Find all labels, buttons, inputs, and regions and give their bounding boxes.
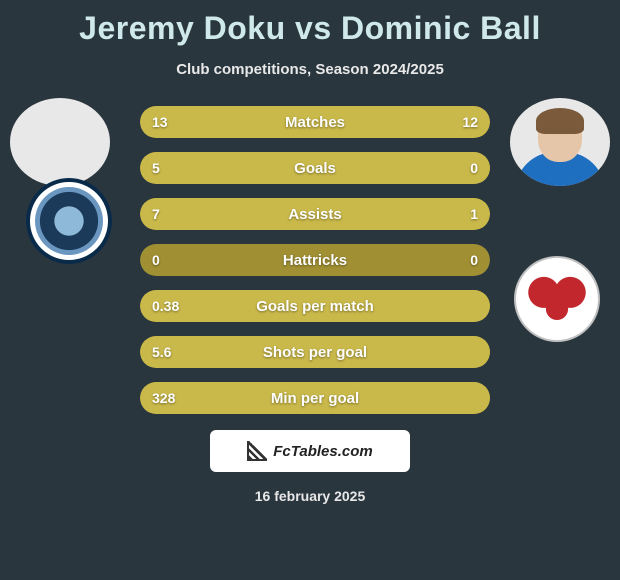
player-photo-left (10, 98, 110, 186)
stat-bar: 50Goals (140, 152, 490, 184)
stat-bar: 71Assists (140, 198, 490, 230)
stat-label: Matches (140, 106, 490, 138)
stat-bar: 1312Matches (140, 106, 490, 138)
stat-bar: 0.38Goals per match (140, 290, 490, 322)
player-photo-right (510, 98, 610, 186)
page-title: Jeremy Doku vs Dominic Ball (0, 0, 620, 47)
footer-brand-badge: FcTables.com (210, 430, 410, 472)
club-badge-right (514, 256, 600, 342)
stat-bar: 5.6Shots per goal (140, 336, 490, 368)
stat-bar: 328Min per goal (140, 382, 490, 414)
stat-label: Assists (140, 198, 490, 230)
stat-label: Goals (140, 152, 490, 184)
stat-label: Shots per goal (140, 336, 490, 368)
stat-label: Goals per match (140, 290, 490, 322)
brand-chart-icon (247, 441, 267, 461)
stat-bar: 00Hattricks (140, 244, 490, 276)
footer-date: 16 february 2025 (0, 488, 620, 504)
stat-label: Hattricks (140, 244, 490, 276)
club-badge-left (26, 178, 112, 264)
brand-text: FcTables.com (273, 443, 372, 460)
stat-label: Min per goal (140, 382, 490, 414)
page-subtitle: Club competitions, Season 2024/2025 (0, 61, 620, 78)
stat-bars: 1312Matches 50Goals 71Assists 00Hattricks 0.… (140, 106, 490, 414)
stats-area: 1312Matches 50Goals 71Assists 00Hattricks 0.… (0, 106, 620, 414)
